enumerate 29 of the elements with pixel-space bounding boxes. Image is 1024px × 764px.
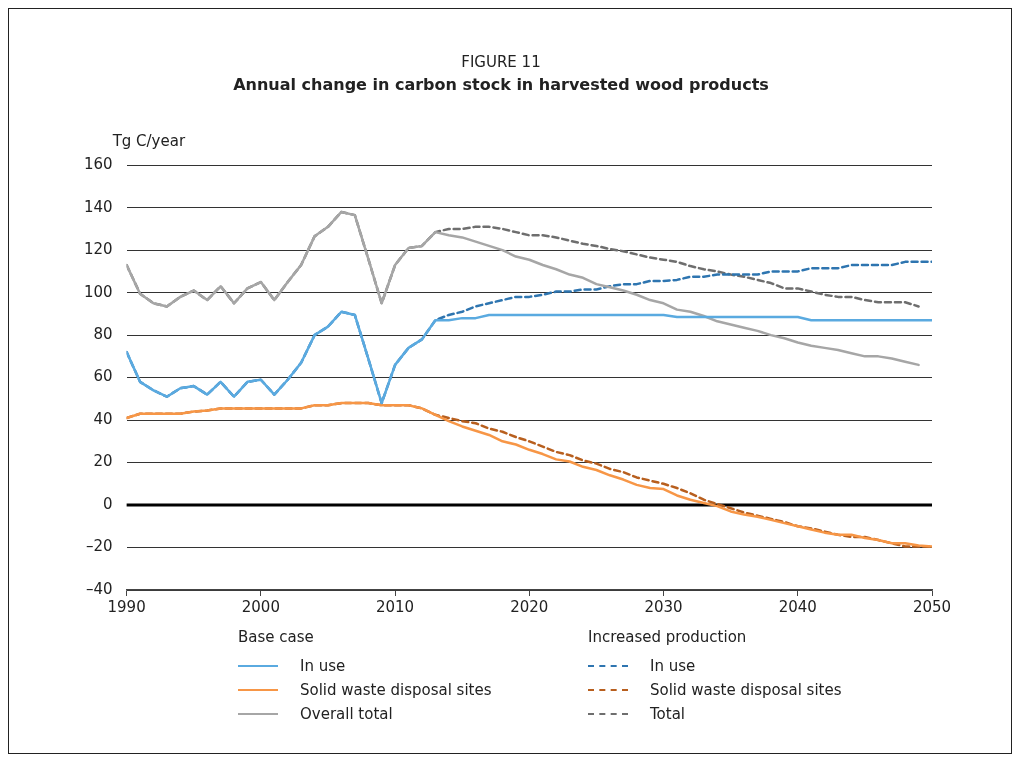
- chart-title: FIGURE 11: [461, 52, 541, 71]
- chart-subtitle: Annual change in carbon stock in harvested wood products: [233, 74, 769, 94]
- text: Increased production: [588, 628, 748, 648]
- y-tick-label: 120: [83, 240, 113, 259]
- x-tick-label: 2020: [510, 597, 549, 616]
- legend-label: Solid waste disposal sites: [650, 681, 842, 699]
- y-tick-label: 100: [83, 282, 113, 301]
- legend-label: In use: [650, 657, 696, 675]
- x-tick-label: 2050: [912, 597, 952, 616]
- x-tick-label: 1990: [107, 597, 146, 616]
- legend-label: Total: [650, 705, 686, 723]
- y-tick-label: 140: [83, 197, 113, 216]
- y-tick-label: 0: [103, 494, 113, 513]
- y-tick-label: –20: [86, 537, 113, 556]
- x-tick-label: 2030: [644, 597, 683, 616]
- y-tick-label: 40: [93, 409, 113, 428]
- y-tick-label: 160: [83, 155, 113, 174]
- y-tick-label: 20: [93, 452, 113, 471]
- legend-label: Overall total: [300, 705, 393, 723]
- x-tick-label: 2000: [241, 597, 280, 616]
- legend-label: In use: [300, 657, 346, 675]
- legend-label: Solid waste disposal sites: [300, 681, 492, 699]
- y-tick-label: 60: [93, 367, 113, 386]
- x-tick-label: 2010: [375, 597, 415, 616]
- y-axis-title: Tg C/year: [111, 131, 186, 150]
- y-tick-label: –40: [86, 579, 113, 598]
- text: Base case: [238, 628, 315, 648]
- x-tick-label: 2040: [778, 597, 817, 616]
- y-tick-label: 80: [93, 325, 113, 344]
